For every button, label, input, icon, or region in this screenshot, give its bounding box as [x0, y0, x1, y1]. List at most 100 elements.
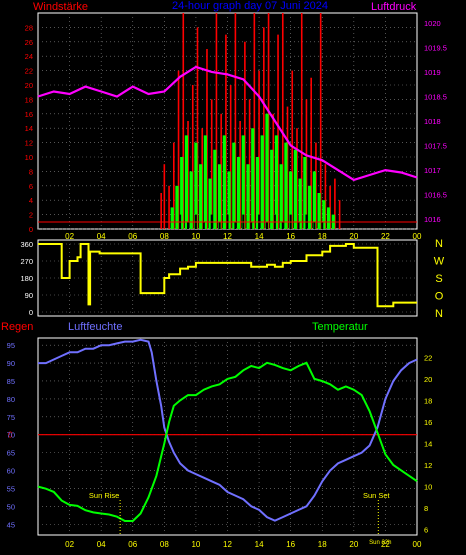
x-tick-label: 14	[255, 232, 264, 241]
temperature-tick-label: 12	[424, 461, 432, 470]
temperature-tick-label: 14	[424, 439, 432, 448]
x-tick-label: 00	[413, 232, 422, 241]
sun-time-label: Sun 22h	[369, 540, 391, 546]
x-tick-label: 02	[65, 232, 74, 241]
humidity-tick-label: 95	[7, 341, 15, 350]
wind-tick-label: 0	[29, 225, 33, 234]
x-tick-label: 10	[191, 540, 200, 549]
pressure-tick-label: 1019	[424, 68, 441, 77]
temperature-tick-label: 18	[424, 396, 432, 405]
x-tick-label: 20	[349, 232, 358, 241]
rain-axis-label: Regen	[1, 321, 33, 333]
top-x-ticks: 02 04 06 08 10 12 14 16 18 20 22 00	[65, 232, 422, 241]
x-tick-label: 12	[223, 540, 232, 549]
wind-tick-label: 4	[29, 196, 33, 205]
wind-axis-label: Windstärke	[33, 1, 88, 13]
humidity-tick-label: 60	[7, 467, 15, 476]
x-tick-label: 18	[318, 540, 327, 549]
humidity-tick-label: 70	[7, 431, 15, 440]
direction-y-ticks: 0 90 180 270 360	[20, 240, 33, 317]
humidity-tick-label: 45	[7, 520, 15, 529]
wind-tick-label: 22	[25, 67, 33, 76]
wind-tick-label: 12	[25, 139, 33, 148]
x-tick-label: 08	[160, 540, 169, 549]
humidity-tick-label: 80	[7, 395, 15, 404]
rain-tick-label: 0	[8, 431, 13, 440]
pressure-tick-label: 1017.5	[424, 142, 447, 151]
humidity-series	[38, 338, 418, 522]
temperature-tick-label: 6	[424, 526, 428, 535]
wind-tick-label: 6	[29, 182, 33, 191]
x-tick-label: 22	[381, 232, 390, 241]
direction-series	[38, 243, 417, 308]
temperature-y-ticks: 6 8 10 12 14 16 18 20 22	[424, 353, 432, 534]
humidity-axis-label: Luftfeuchte	[68, 321, 122, 333]
wind-tick-label: 18	[25, 95, 33, 104]
sun-markers: Sun Rise Sun Set Sun 22h	[89, 491, 392, 546]
x-tick-label: 16	[286, 540, 295, 549]
direction-tick-label: 270	[20, 257, 33, 266]
direction-tick-label: 360	[20, 240, 33, 249]
x-tick-label: 18	[318, 232, 327, 241]
x-tick-label: 04	[97, 232, 106, 241]
x-tick-label: 22	[381, 540, 390, 549]
direction-tick-label: 90	[25, 291, 33, 300]
x-tick-label: 06	[128, 540, 137, 549]
temperature-axis-label: Temperatur	[312, 321, 368, 333]
compass-label: W	[434, 256, 445, 268]
pressure-line	[37, 65, 418, 182]
x-tick-label: 20	[349, 540, 358, 549]
humidity-tick-label: 65	[7, 449, 15, 458]
pressure-y-ticks: 1016 1016.5 1017 1017.5 1018 1018.5 1019 1019.5…	[424, 19, 447, 224]
pressure-axis-label: Luftdruck	[371, 1, 417, 13]
humidity-tick-label: 55	[7, 484, 15, 493]
sun-rise-label: Sun Rise	[89, 491, 119, 500]
pressure-tick-label: 1016	[424, 215, 441, 224]
direction-tick-label: 180	[20, 274, 33, 283]
compass-label: N	[435, 308, 443, 320]
wind-tick-label: 26	[25, 38, 33, 47]
bottom-x-ticks: 02 04 06 08 10 12 14 16 18 20 22 00	[65, 540, 422, 549]
pressure-tick-label: 1017	[424, 166, 441, 175]
compass-label: S	[435, 273, 442, 285]
wind-bars	[38, 13, 417, 229]
humidity-tick-label: 85	[7, 377, 15, 386]
wind-tick-label: 20	[25, 81, 33, 90]
temperature-tick-label: 22	[424, 353, 432, 362]
direction-tick-label: 0	[29, 308, 33, 317]
wind-tick-label: 14	[25, 124, 33, 133]
x-tick-label: 14	[255, 540, 264, 549]
temperature-tick-label: 8	[424, 504, 428, 513]
pressure-tick-label: 1018	[424, 117, 441, 126]
direction-line	[38, 243, 417, 308]
humidity-tick-label: 50	[7, 502, 15, 511]
humidity-line	[38, 338, 418, 522]
humidity-y-ticks: 45 50 55 60 65 70 75 80 85 90 95	[7, 341, 15, 529]
x-tick-label: 06	[128, 232, 137, 241]
pressure-tick-label: 1018.5	[424, 92, 447, 101]
compass-label: O	[435, 291, 444, 303]
temperature-tick-label: 16	[424, 418, 432, 427]
pressure-tick-label: 1016.5	[424, 191, 447, 200]
compass-label: N	[435, 238, 443, 250]
rain-series: 0	[8, 431, 417, 440]
x-tick-label: 08	[160, 232, 169, 241]
temperature-tick-label: 10	[424, 483, 432, 492]
x-tick-label: 04	[97, 540, 106, 549]
temperature-line	[37, 361, 418, 522]
temperature-tick-label: 20	[424, 375, 432, 384]
humidity-tick-label: 90	[7, 359, 15, 368]
wind-tick-label: 16	[25, 110, 33, 119]
wind-tick-label: 2	[29, 211, 33, 220]
x-tick-label: 16	[286, 232, 295, 241]
sun-set-label: Sun Set	[363, 491, 391, 500]
x-tick-label: 12	[223, 232, 232, 241]
wind-tick-label: 24	[25, 52, 33, 61]
temperature-series	[37, 361, 418, 522]
chart-title: 24-hour graph day 07 Juni 2024	[172, 0, 328, 12]
x-tick-label: 00	[413, 540, 422, 549]
